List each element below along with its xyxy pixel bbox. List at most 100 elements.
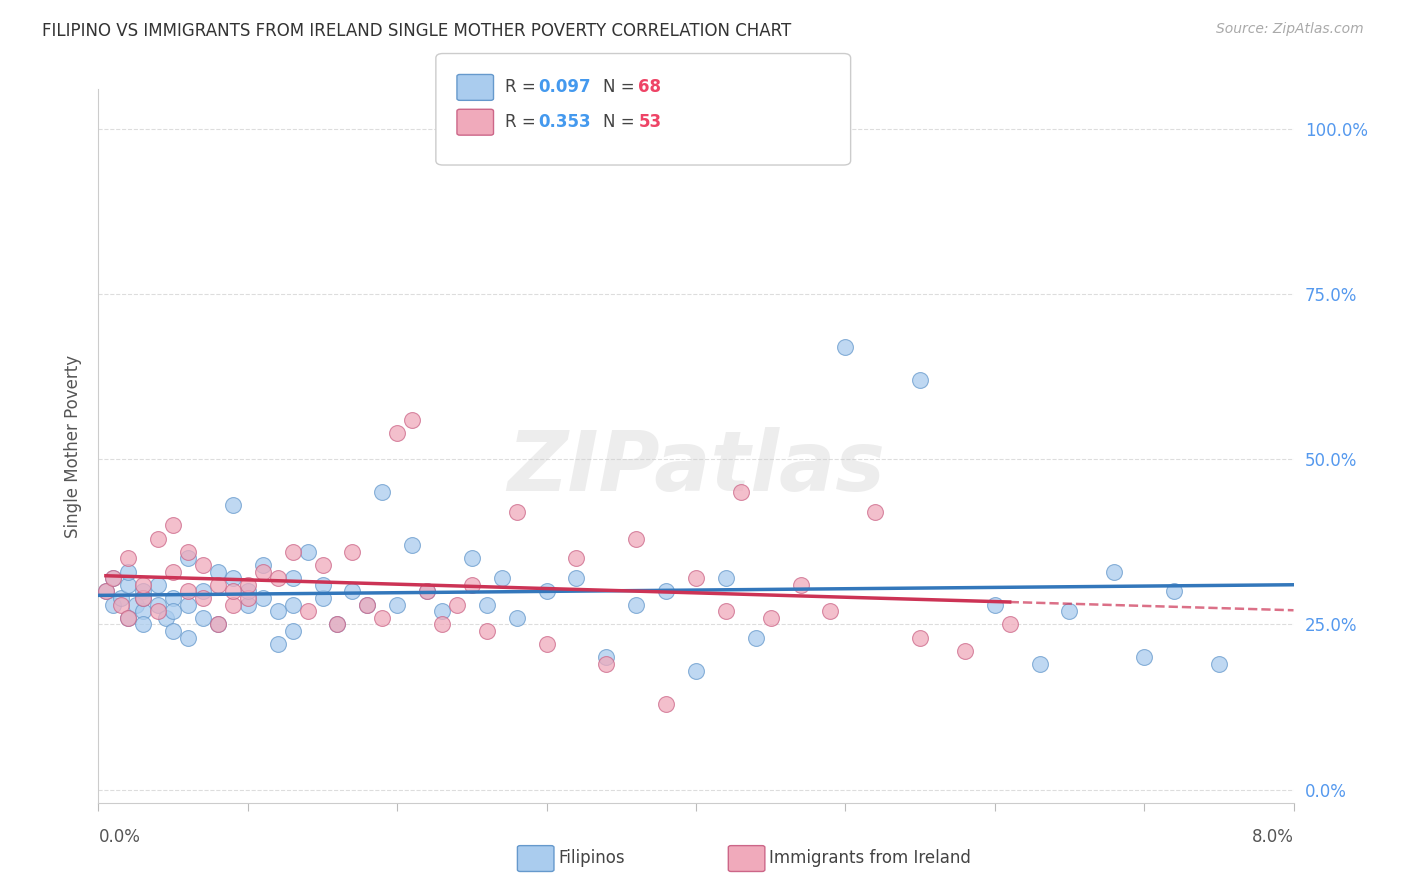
Point [446,598,468,612]
Point [103,598,125,612]
Point [730,485,752,500]
Point [191,611,214,625]
Point [110,598,132,612]
Point [565,551,588,566]
Point [117,565,139,579]
Point [820,604,842,618]
Text: R =: R = [505,113,541,131]
Point [1028,657,1050,671]
Point [356,598,378,612]
Point [416,584,439,599]
Text: ZIPatlas: ZIPatlas [508,427,884,508]
Point [1059,604,1081,618]
Text: 68: 68 [638,78,661,96]
Point [1163,584,1185,599]
Point [297,604,319,618]
Point [536,637,558,651]
Text: Source: ZipAtlas.com: Source: ZipAtlas.com [1216,22,1364,37]
Point [252,565,274,579]
Point [356,598,378,612]
Point [207,565,229,579]
Point [595,650,617,665]
Point [252,591,274,605]
Point [416,584,439,599]
Point [655,697,678,711]
Text: N =: N = [603,78,640,96]
Point [148,598,170,612]
Point [132,584,155,599]
Point [863,505,886,519]
Text: 53: 53 [638,113,661,131]
Point [132,578,155,592]
Point [1102,565,1125,579]
Text: N =: N = [603,113,640,131]
Point [177,631,200,645]
Point [162,604,184,618]
Point [267,571,290,585]
Point [267,637,290,651]
Point [834,340,856,354]
Point [207,617,229,632]
Point [117,611,139,625]
Point [236,598,259,612]
Point [148,578,170,592]
Point [1133,650,1156,665]
Point [162,591,184,605]
Point [125,598,148,612]
Point [177,551,200,566]
Point [94,584,117,599]
Point [281,598,304,612]
Point [506,611,529,625]
Point [326,617,349,632]
Point [759,611,782,625]
Point [983,598,1005,612]
Point [311,578,333,592]
Point [132,591,155,605]
Point [222,571,245,585]
Point [222,598,245,612]
Point [342,545,364,559]
Y-axis label: Single Mother Poverty: Single Mother Poverty [65,354,83,538]
Point [624,532,647,546]
Point [191,558,214,572]
Point [908,631,931,645]
Point [745,631,768,645]
Point [385,425,409,440]
Point [222,584,245,599]
Point [401,412,423,426]
Point [311,591,333,605]
Point [236,584,259,599]
Point [94,584,117,599]
Point [222,499,245,513]
Point [401,538,423,552]
Point [430,604,453,618]
Point [326,617,349,632]
Point [297,545,319,559]
Point [714,604,737,618]
Point [311,558,333,572]
Point [252,558,274,572]
Point [491,571,513,585]
Point [148,604,170,618]
Point [236,591,259,605]
Text: 8.0%: 8.0% [1251,828,1294,846]
Text: Immigrants from Ireland: Immigrants from Ireland [769,849,972,867]
Point [565,571,588,585]
Point [685,664,707,678]
Point [475,598,498,612]
Point [117,551,139,566]
Point [595,657,617,671]
Point [177,598,200,612]
Point [117,578,139,592]
Point [685,571,707,585]
Point [371,485,394,500]
Point [385,598,409,612]
Text: R =: R = [505,78,541,96]
Point [162,518,184,533]
Point [267,604,290,618]
Point [236,578,259,592]
Point [475,624,498,638]
Point [177,584,200,599]
Point [908,373,931,387]
Point [536,584,558,599]
